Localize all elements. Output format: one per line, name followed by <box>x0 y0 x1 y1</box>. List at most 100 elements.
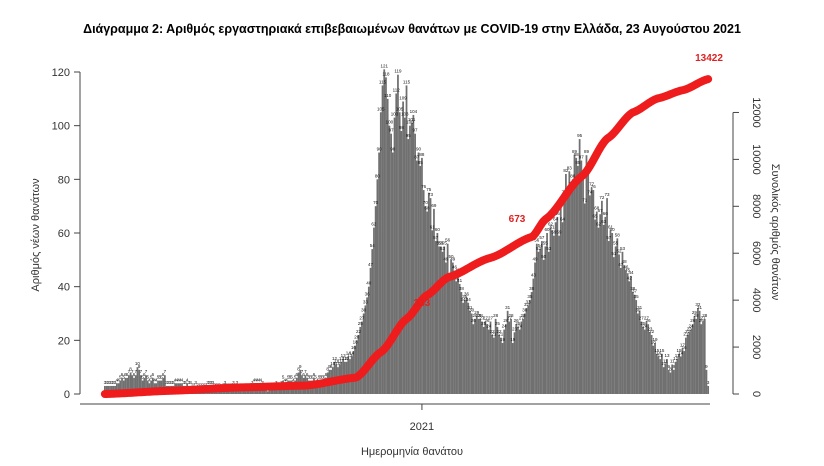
bar-data-label: 45 <box>625 267 631 272</box>
daily-bar <box>395 93 398 394</box>
bar-data-label: 30 <box>361 308 367 313</box>
bar-data-label: 3 <box>172 380 175 385</box>
bar-data-label: 3 <box>169 380 172 385</box>
left-tick-label: 120 <box>52 67 70 79</box>
bar-data-label: 4 <box>260 377 263 382</box>
daily-bar <box>484 321 487 394</box>
bar-data-label: 3 <box>212 380 215 385</box>
bar-data-label: 55 <box>543 240 549 245</box>
bar-data-label: 97 <box>413 128 419 133</box>
daily-bar <box>690 329 692 394</box>
daily-bar <box>592 190 595 394</box>
daily-bar <box>496 326 499 394</box>
daily-bar <box>381 85 384 395</box>
bar-data-label: 50 <box>541 254 547 259</box>
bar-data-label: 27 <box>507 316 513 321</box>
daily-bar <box>163 375 166 394</box>
daily-bar <box>537 251 540 394</box>
daily-bar <box>127 375 130 394</box>
daily-bar <box>434 241 437 394</box>
bar-data-label: 4 <box>254 377 257 382</box>
bar-data-label: 3 <box>208 380 211 385</box>
bar-data-label: 21 <box>491 332 497 337</box>
daily-bar <box>515 324 518 394</box>
daily-bar <box>693 316 696 394</box>
daily-bar <box>563 195 566 394</box>
bar-data-label: 19 <box>653 337 659 342</box>
daily-bar <box>364 305 367 394</box>
left-tick-label: 80 <box>58 174 70 186</box>
bar-data-label: 7 <box>145 369 148 374</box>
bar-data-label: 22 <box>649 329 655 334</box>
bar-data-label: 17 <box>680 342 686 347</box>
daily-bar <box>547 251 550 394</box>
bar-data-label: 19 <box>500 337 506 342</box>
bar-data-label: 46 <box>623 265 629 270</box>
bar-data-label: 10 <box>135 361 141 366</box>
daily-bar <box>121 377 123 394</box>
bar-data-label: 68 <box>594 206 600 211</box>
daily-bar <box>650 334 653 394</box>
daily-bar <box>679 356 682 394</box>
daily-bar <box>529 300 531 394</box>
bar-data-label: 23 <box>687 326 693 331</box>
bar-data-label: 64 <box>560 216 566 221</box>
daily-bar <box>595 211 598 394</box>
daily-bar <box>386 98 389 394</box>
bar-data-label: 8 <box>326 367 329 372</box>
daily-bar <box>702 321 704 394</box>
bar-data-label: 12 <box>332 356 338 361</box>
bar-data-label: 3 <box>184 380 187 385</box>
bar-data-label: 40 <box>366 281 372 286</box>
bar-data-label: 66 <box>555 211 561 216</box>
daily-bar <box>402 101 404 395</box>
daily-bar <box>683 351 686 394</box>
daily-bar <box>597 227 600 394</box>
daily-bar <box>566 192 569 394</box>
daily-bar <box>487 329 490 394</box>
bar-data-label: 28 <box>473 313 479 318</box>
daily-bar <box>482 326 485 394</box>
daily-bar <box>361 321 363 394</box>
bar-data-label: 28 <box>694 313 700 318</box>
daily-bar <box>673 369 675 394</box>
bar-data-label: 90 <box>377 147 383 152</box>
daily-bar <box>568 171 571 394</box>
right-tick-label: 4000 <box>750 288 762 312</box>
bar-data-label: 5 <box>122 375 125 380</box>
bar-data-label: 27 <box>644 316 650 321</box>
bar-data-label: 5 <box>119 375 122 380</box>
daily-bar <box>410 122 413 394</box>
bar-data-label: 77 <box>589 181 595 186</box>
left-tick-label: 20 <box>58 335 70 347</box>
bar-data-label: 56 <box>445 238 451 243</box>
x-tick-label: 2021 <box>410 421 434 433</box>
bar-data-label: 19 <box>510 337 516 342</box>
bar-data-label: 105 <box>377 106 385 111</box>
daily-bar <box>419 165 422 394</box>
bar-data-label: 4 <box>181 377 184 382</box>
daily-bar <box>457 273 459 394</box>
bar-data-label: 14 <box>656 350 662 355</box>
daily-bar <box>374 206 377 394</box>
bar-data-label: 3 <box>104 380 107 385</box>
bar-data-label: 98 <box>399 125 405 130</box>
daily-bar <box>573 155 576 394</box>
bar-data-label: 27 <box>700 316 706 321</box>
bar-data-label: 60 <box>610 227 616 232</box>
daily-bar <box>554 222 557 394</box>
bar-data-label: 59 <box>551 230 557 235</box>
daily-bar <box>472 324 475 394</box>
daily-bar <box>652 345 655 394</box>
bar-data-label: 104 <box>410 109 418 114</box>
daily-bar <box>391 152 394 394</box>
daily-bar <box>463 300 466 394</box>
bar-data-label: 18 <box>353 340 359 345</box>
bar-data-label: 60 <box>435 227 441 232</box>
bar-data-label: 7 <box>304 369 307 374</box>
bar-data-label: 5 <box>321 375 324 380</box>
bar-data-label: 82 <box>563 168 569 173</box>
bar-data-label: 65 <box>593 214 599 219</box>
daily-bar <box>527 305 530 394</box>
daily-bar <box>525 308 528 394</box>
